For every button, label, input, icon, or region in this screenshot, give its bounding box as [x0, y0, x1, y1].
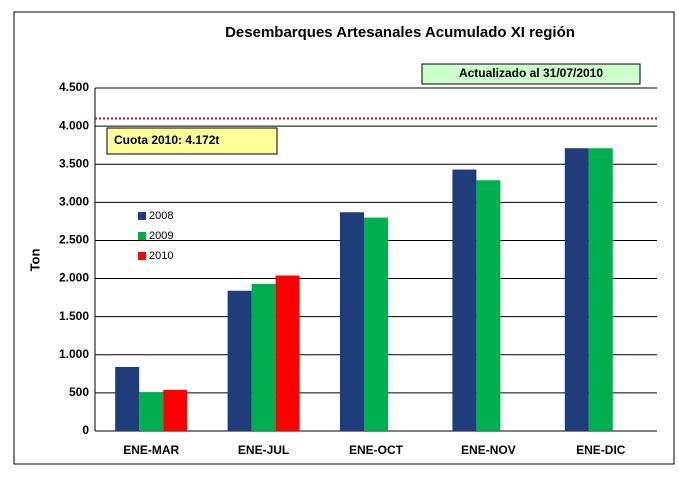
bar: [452, 169, 477, 431]
legend-swatch: [138, 232, 146, 240]
bar: [227, 290, 252, 431]
legend-label: 2009: [149, 230, 173, 242]
x-tick-label: ENE-JUL: [238, 443, 289, 457]
y-tick-label: 0: [82, 423, 89, 437]
bar: [364, 217, 388, 431]
bar: [340, 212, 364, 431]
annotation-box: [421, 63, 641, 85]
x-tick-label: ENE-NOV: [461, 443, 516, 457]
chart-title: Desembarques Artesanales Acumulado XI re…: [225, 24, 575, 41]
x-tick-label: ENE-DIC: [576, 443, 626, 457]
legend-label: 2008: [149, 210, 173, 222]
bar: [564, 148, 589, 431]
bar: [251, 283, 276, 431]
x-tick-label: ENE-OCT: [349, 443, 404, 457]
bar: [275, 275, 300, 431]
bar: [588, 148, 613, 431]
y-tick-label: 3.500: [59, 156, 89, 170]
x-tick-label: ENE-MAR: [123, 443, 179, 457]
bar: [476, 180, 501, 431]
y-tick-label: 1.500: [59, 309, 89, 323]
legend-swatch: [138, 252, 146, 260]
legend-label: 2010: [149, 250, 173, 262]
legend-swatch: [138, 212, 146, 220]
annotation: Actualizado al 31/07/2010: [459, 66, 603, 80]
y-tick-label: 4.500: [59, 80, 89, 94]
y-tick-label: 2.500: [59, 233, 89, 247]
y-axis-label: Ton: [27, 249, 42, 272]
bar: [163, 389, 188, 431]
y-tick-label: 4.000: [59, 118, 89, 132]
bar: [115, 366, 140, 431]
y-tick-label: 500: [69, 385, 89, 399]
bar: [139, 392, 164, 431]
y-tick-label: 2.000: [59, 271, 89, 285]
annotation-box: [106, 127, 278, 155]
y-tick-label: 1.000: [59, 347, 89, 361]
y-tick-label: 3.000: [59, 195, 89, 209]
annotation: Cuota 2010: 4.172t: [114, 133, 219, 147]
